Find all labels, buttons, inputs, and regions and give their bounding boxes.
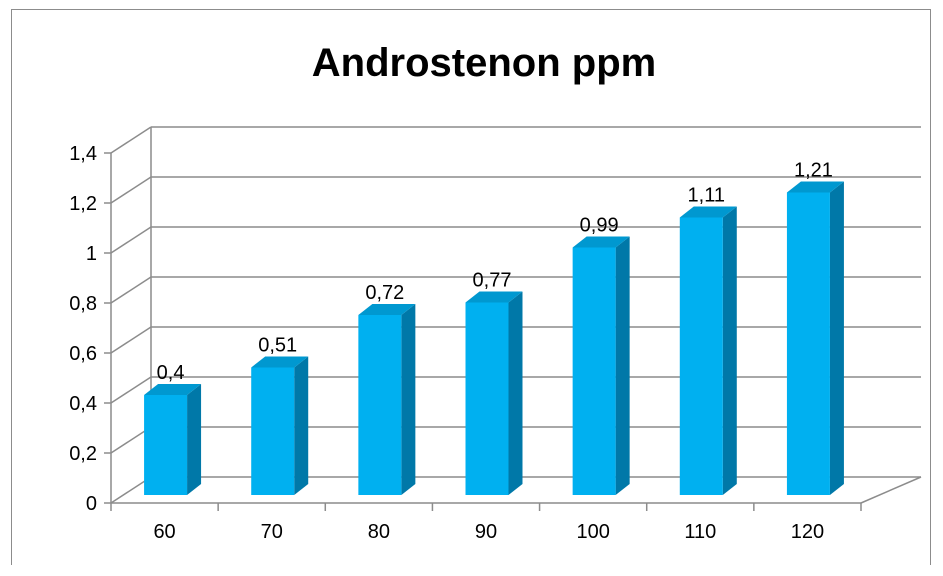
x-tick-label: 80 bbox=[368, 521, 390, 543]
data-label: 0,77 bbox=[473, 270, 512, 292]
bar-side bbox=[508, 291, 523, 495]
y-tick-label: 0 bbox=[86, 493, 97, 515]
floor-edge bbox=[860, 476, 922, 504]
bar-side bbox=[187, 384, 202, 495]
bar-top bbox=[358, 304, 416, 315]
gridline-side bbox=[110, 276, 152, 304]
x-tick-label: 60 bbox=[153, 521, 175, 543]
bar-top bbox=[786, 181, 844, 193]
data-label: 1,21 bbox=[794, 160, 833, 182]
chart-title: Androstenon ppm bbox=[312, 41, 656, 85]
bar bbox=[358, 315, 402, 495]
bar bbox=[679, 217, 723, 495]
bar bbox=[251, 367, 295, 495]
chart-area: Androstenon ppm 0 0,2 0,4 0,6 0,8 1 1,2 1,4 60 70… bbox=[11, 9, 931, 565]
gridline-side bbox=[110, 376, 152, 404]
data-label: 0,99 bbox=[580, 215, 619, 237]
y-tick-label: 0,4 bbox=[69, 393, 97, 415]
gridline-side bbox=[110, 226, 152, 254]
bar bbox=[465, 302, 509, 495]
bar bbox=[572, 247, 616, 495]
bar-side bbox=[615, 236, 630, 495]
gridline-side bbox=[110, 126, 152, 154]
bar-side bbox=[401, 304, 416, 495]
x-tick-label: 110 bbox=[684, 521, 716, 543]
x-tick-label: 90 bbox=[475, 521, 497, 543]
y-tick-label: 0,6 bbox=[69, 343, 97, 365]
y-tick-label: 1,2 bbox=[69, 193, 97, 215]
gridline-side bbox=[110, 326, 152, 354]
bar-side bbox=[294, 356, 309, 495]
data-label: 0,4 bbox=[157, 362, 185, 384]
data-labels: 0,4 0,51 0,72 0,77 0,99 1,11 1,21 bbox=[157, 160, 833, 385]
bar-side bbox=[722, 206, 737, 495]
y-tick-label: 0,2 bbox=[69, 443, 97, 465]
bar-top bbox=[572, 236, 630, 248]
x-tick-label: 120 bbox=[791, 521, 824, 543]
axes: 0 0,2 0,4 0,6 0,8 1 1,2 1,4 60 70 80 90 100 110 120 bbox=[69, 127, 922, 543]
bar bbox=[144, 395, 188, 495]
bar-top bbox=[679, 206, 737, 218]
x-tick-label: 70 bbox=[261, 521, 283, 543]
bar-top bbox=[465, 291, 523, 303]
y-tick-label: 1 bbox=[86, 243, 97, 265]
y-tick-label: 0,8 bbox=[69, 293, 97, 315]
data-label: 0,51 bbox=[258, 335, 297, 357]
bar bbox=[786, 192, 830, 495]
bar-top bbox=[144, 384, 202, 395]
gridline-side bbox=[110, 176, 152, 204]
data-label: 0,72 bbox=[365, 282, 404, 304]
bar-top bbox=[251, 356, 309, 368]
bar-side bbox=[829, 181, 844, 495]
y-tick-label: 1,4 bbox=[69, 143, 97, 165]
bars bbox=[144, 181, 844, 495]
bar-chart: Androstenon ppm 0 0,2 0,4 0,6 0,8 1 1,2 1,4 60 70… bbox=[69, 41, 922, 543]
data-label: 1,11 bbox=[688, 185, 725, 207]
x-tick-label: 100 bbox=[576, 521, 609, 543]
